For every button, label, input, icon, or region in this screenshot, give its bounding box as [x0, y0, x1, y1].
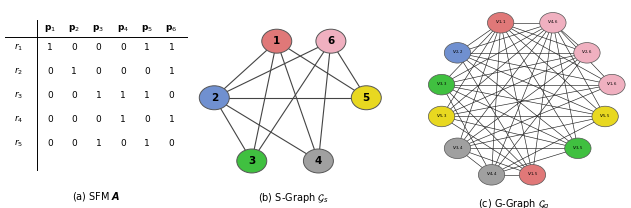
Text: $\mathbf{p}_5$: $\mathbf{p}_5$ — [141, 23, 153, 34]
Text: 0: 0 — [47, 67, 52, 76]
Text: 0: 0 — [168, 139, 174, 147]
Circle shape — [428, 106, 455, 127]
Text: 0: 0 — [120, 67, 126, 76]
Text: $v_{1,5}$: $v_{1,5}$ — [526, 171, 538, 178]
Text: 1: 1 — [96, 90, 102, 100]
Text: $\mathbf{p}_4$: $\mathbf{p}_4$ — [117, 23, 129, 34]
Circle shape — [444, 43, 471, 63]
Text: 1: 1 — [96, 139, 102, 147]
Circle shape — [574, 43, 600, 63]
Circle shape — [316, 29, 346, 53]
Text: (a) SFM $\boldsymbol{A}$: (a) SFM $\boldsymbol{A}$ — [72, 190, 121, 203]
Text: 1: 1 — [144, 139, 150, 147]
Circle shape — [565, 138, 591, 158]
Text: 1: 1 — [120, 115, 126, 124]
Text: 1: 1 — [168, 67, 174, 76]
Text: 1: 1 — [71, 67, 77, 76]
Circle shape — [428, 74, 455, 95]
Text: 0: 0 — [168, 90, 174, 100]
Text: $v_{4,6}$: $v_{4,6}$ — [547, 19, 559, 26]
Text: $r_2$: $r_2$ — [15, 65, 23, 77]
Text: 4: 4 — [315, 156, 322, 166]
Text: 0: 0 — [71, 42, 77, 52]
Circle shape — [199, 86, 229, 110]
Text: 0: 0 — [71, 139, 77, 147]
Text: $r_4$: $r_4$ — [15, 113, 23, 125]
Circle shape — [351, 86, 381, 110]
Text: $r_3$: $r_3$ — [15, 89, 23, 101]
Text: $\mathbf{p}_1$: $\mathbf{p}_1$ — [44, 23, 56, 34]
Text: $v_{3,5}$: $v_{3,5}$ — [572, 145, 584, 152]
Text: 0: 0 — [96, 67, 102, 76]
Text: 1: 1 — [47, 42, 52, 52]
Circle shape — [304, 149, 333, 173]
Text: 0: 0 — [47, 90, 52, 100]
Text: $v_{2,6}$: $v_{2,6}$ — [581, 49, 593, 56]
Text: 0: 0 — [96, 42, 102, 52]
Text: 6: 6 — [327, 36, 334, 46]
Text: 0: 0 — [71, 115, 77, 124]
Text: 1: 1 — [144, 90, 150, 100]
Text: 1: 1 — [168, 115, 174, 124]
Text: 1: 1 — [273, 36, 280, 46]
Text: 1: 1 — [144, 42, 150, 52]
Text: 0: 0 — [144, 67, 150, 76]
Text: $v_{2,2}$: $v_{2,2}$ — [452, 49, 463, 56]
Text: 0: 0 — [96, 115, 102, 124]
Text: 1: 1 — [120, 90, 126, 100]
Text: $r_1$: $r_1$ — [15, 41, 23, 53]
Circle shape — [488, 12, 514, 33]
Text: $v_{5,5}$: $v_{5,5}$ — [599, 113, 611, 120]
Circle shape — [478, 165, 505, 185]
Text: $\mathbf{p}_6$: $\mathbf{p}_6$ — [165, 23, 178, 34]
Text: 5: 5 — [363, 93, 370, 103]
Text: 0: 0 — [120, 139, 126, 147]
Circle shape — [592, 106, 618, 127]
Circle shape — [540, 12, 566, 33]
Text: 0: 0 — [120, 42, 126, 52]
Text: (c) G-Graph $\mathcal{G}_g$: (c) G-Graph $\mathcal{G}_g$ — [478, 198, 550, 208]
Text: 0: 0 — [71, 90, 77, 100]
Text: 1: 1 — [168, 42, 174, 52]
Text: 0: 0 — [47, 115, 52, 124]
Circle shape — [237, 149, 267, 173]
Circle shape — [444, 138, 471, 158]
Text: $v_{1,1}$: $v_{1,1}$ — [495, 19, 507, 26]
Text: 0: 0 — [47, 139, 52, 147]
Circle shape — [599, 74, 625, 95]
Circle shape — [519, 165, 546, 185]
Text: $v_{4,4}$: $v_{4,4}$ — [486, 171, 497, 178]
Text: $r_5$: $r_5$ — [15, 137, 23, 149]
Text: 2: 2 — [211, 93, 218, 103]
Text: $v_{3,3}$: $v_{3,3}$ — [435, 81, 447, 88]
Text: $v_{1,6}$: $v_{1,6}$ — [606, 81, 618, 88]
Text: 3: 3 — [248, 156, 256, 166]
Circle shape — [262, 29, 292, 53]
Text: $v_{3,4}$: $v_{3,4}$ — [452, 145, 463, 152]
Text: (b) S-Graph $\mathcal{G}_s$: (b) S-Graph $\mathcal{G}_s$ — [258, 191, 329, 205]
Text: $v_{5,3}$: $v_{5,3}$ — [435, 113, 447, 120]
Text: 0: 0 — [144, 115, 150, 124]
Text: $\mathbf{p}_3$: $\mathbf{p}_3$ — [93, 23, 105, 34]
Text: $\mathbf{p}_2$: $\mathbf{p}_2$ — [68, 23, 80, 34]
